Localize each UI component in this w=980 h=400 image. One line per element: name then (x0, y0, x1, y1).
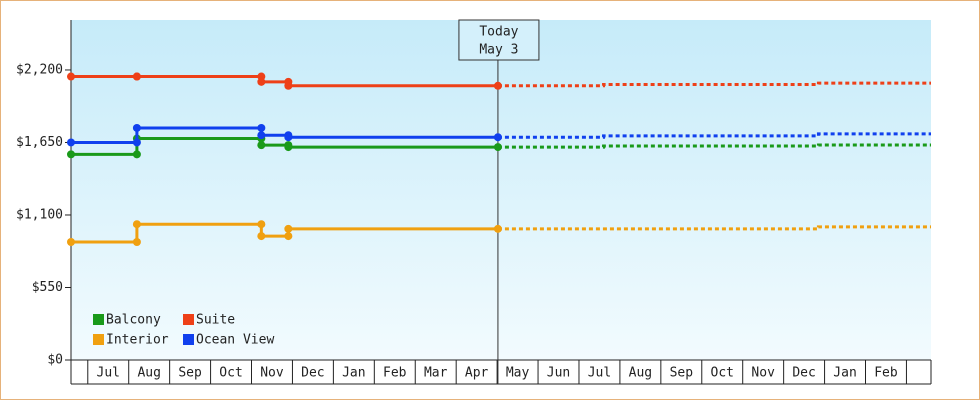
legend-swatch (93, 314, 104, 325)
price-point (493, 224, 502, 233)
x-tick-label: Dec (792, 366, 815, 381)
price-point (132, 150, 141, 159)
price-point (132, 138, 141, 147)
price-point (67, 138, 75, 147)
price-point (132, 72, 141, 81)
price-point (493, 81, 502, 90)
projection-line (497, 225, 931, 231)
legend-label: Suite (196, 313, 235, 328)
y-tick-label: $1,100 (16, 207, 63, 222)
price-point (67, 150, 75, 159)
price-point (67, 238, 75, 247)
price-point (257, 141, 266, 150)
x-tick-label: May (506, 366, 530, 381)
x-tick-label: Jun (547, 366, 570, 381)
price-point (284, 133, 293, 142)
y-tick-label: $0 (47, 353, 63, 368)
legend-label: Interior (106, 333, 169, 348)
price-point (284, 224, 293, 233)
legend-swatch (183, 314, 194, 325)
y-tick-label: $2,200 (16, 62, 63, 77)
today-box (458, 19, 540, 61)
legend-label: Ocean View (196, 333, 274, 348)
x-tick-label: Aug (629, 366, 652, 381)
x-tick-label: Sep (670, 366, 694, 381)
price-point (493, 133, 502, 142)
y-tick-label: $1,650 (16, 135, 63, 150)
x-tick-label: Jan (833, 366, 856, 381)
x-tick-label: Oct (219, 366, 242, 381)
legend-label: Balcony (106, 313, 161, 328)
x-tick-label: Feb (383, 366, 407, 381)
price-point (284, 143, 293, 152)
x-tick-label: Nov (260, 366, 284, 381)
x-tick-label: Jul (97, 366, 120, 381)
price-point (493, 143, 502, 152)
legend-swatch (183, 334, 194, 345)
price-point (257, 77, 266, 86)
price-point (284, 81, 293, 90)
price-point (257, 123, 266, 132)
price-point (132, 123, 141, 132)
plot-area (71, 20, 931, 360)
price-point (132, 238, 141, 247)
x-tick-label: Mar (424, 366, 448, 381)
today-label: Today (479, 25, 518, 40)
x-tick-label: Jan (342, 366, 365, 381)
x-tick-label: Sep (178, 366, 202, 381)
x-tick-label: Apr (465, 366, 489, 381)
price-point (257, 220, 266, 229)
x-tick-label: Nov (751, 366, 775, 381)
today-label: May 3 (479, 43, 518, 58)
price-point (132, 220, 141, 229)
x-tick-label: Aug (137, 366, 160, 381)
x-tick-label: Jul (588, 366, 611, 381)
price-point (284, 232, 293, 241)
price-point (257, 131, 266, 140)
x-tick-label: Oct (711, 366, 734, 381)
price-point (257, 232, 266, 241)
price-point (67, 72, 75, 81)
y-tick-label: $550 (32, 280, 63, 295)
x-tick-label: Feb (874, 366, 898, 381)
x-tick-label: Dec (301, 366, 324, 381)
legend-swatch (93, 334, 104, 345)
